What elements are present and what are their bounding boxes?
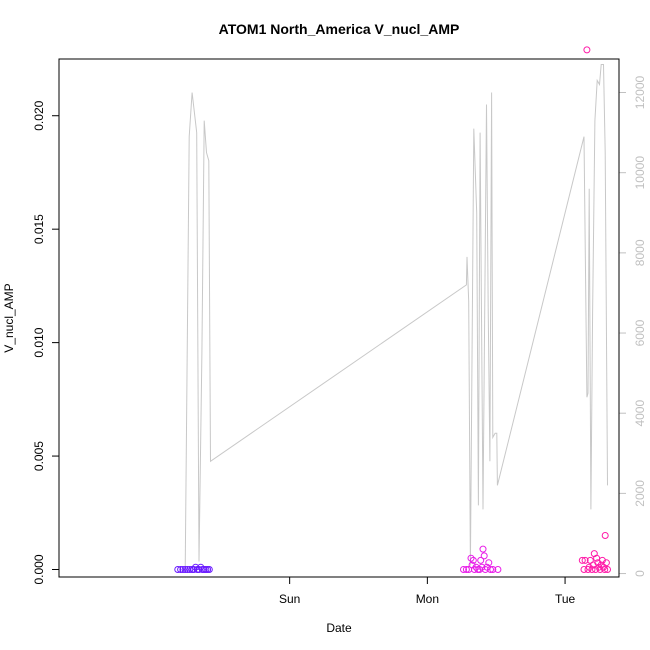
data-point <box>462 566 470 573</box>
data-point <box>483 563 491 571</box>
data-point <box>487 566 494 573</box>
x-tick-label: Mon <box>416 592 439 606</box>
data-point <box>485 559 493 567</box>
y-tick-label: 0.015 <box>32 214 46 244</box>
y-tick-label: 0.005 <box>32 441 46 471</box>
data-point <box>469 556 477 564</box>
data-point <box>460 566 467 573</box>
x-tick-label: Sun <box>279 592 300 606</box>
x-axis-label: Date <box>326 621 352 635</box>
series-line <box>184 64 608 571</box>
y2-tick-label: 10000 <box>633 156 647 190</box>
data-point <box>179 566 187 573</box>
data-point <box>174 566 182 573</box>
y-tick-label: 0.020 <box>32 100 46 130</box>
data-point <box>588 566 596 573</box>
data-point <box>479 545 487 553</box>
y2-tick-label: 8000 <box>633 239 647 266</box>
data-point <box>467 554 475 562</box>
y-tick-label: 0.010 <box>32 327 46 357</box>
data-point <box>177 566 185 573</box>
y2-tick-label: 2000 <box>633 480 647 507</box>
data-point <box>494 566 502 573</box>
data-point <box>181 566 189 573</box>
y2-tick-label: 12000 <box>633 76 647 110</box>
data-point <box>598 556 606 564</box>
y2-tick-label: 6000 <box>633 319 647 346</box>
data-point <box>186 566 194 573</box>
data-point <box>489 566 497 573</box>
data-point <box>578 556 586 564</box>
data-point <box>205 566 213 573</box>
chart-title: ATOM1 North_America V_nucl_AMP <box>219 21 460 37</box>
data-point <box>581 556 589 564</box>
y2-tick-label: 0 <box>633 570 647 577</box>
series-points-group <box>174 46 611 573</box>
data-point <box>604 566 611 573</box>
x-tick-label: Tue <box>555 592 576 606</box>
series-line-group <box>184 64 608 571</box>
data-point <box>602 559 610 567</box>
data-point <box>601 532 609 539</box>
y-tick-label: 0.000 <box>32 554 46 584</box>
data-point <box>583 46 591 54</box>
data-point <box>480 552 488 560</box>
data-point <box>190 566 198 573</box>
y-axis-label: V_nucl_AMP <box>2 283 16 352</box>
data-point <box>601 566 609 573</box>
data-point <box>593 554 601 562</box>
y2-tick-label: 4000 <box>633 400 647 427</box>
plot-frame <box>58 58 620 578</box>
data-point <box>477 556 485 564</box>
